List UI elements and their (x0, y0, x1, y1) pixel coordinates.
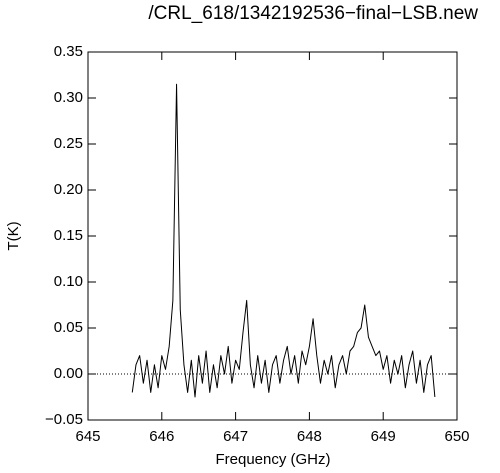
chart-title: /CRL_618/1342192536−final−LSB.new (148, 3, 478, 24)
y-tick-label: 0.20 (54, 181, 83, 198)
y-tick-label: −0.05 (45, 411, 83, 428)
y-tick-label: 0.05 (54, 319, 83, 336)
x-tick-label: 645 (75, 428, 100, 445)
y-tick-label: 0.30 (54, 89, 83, 106)
x-tick-label: 647 (223, 428, 248, 445)
y-tick-label: 0.00 (54, 365, 83, 382)
y-tick-label: 0.25 (54, 135, 83, 152)
x-tick-label: 646 (149, 428, 174, 445)
y-tick-label: 0.15 (54, 227, 83, 244)
x-tick-label: 649 (371, 428, 396, 445)
y-axis-label: T(K) (5, 221, 22, 250)
spectrum-line (131, 83, 436, 398)
x-axis-label: Frequency (GHz) (215, 451, 330, 468)
x-tick-label: 648 (297, 428, 322, 445)
y-tick-label: 0.10 (54, 273, 83, 290)
x-tick-label: 650 (444, 428, 469, 445)
y-tick-label: 0.35 (54, 43, 83, 60)
